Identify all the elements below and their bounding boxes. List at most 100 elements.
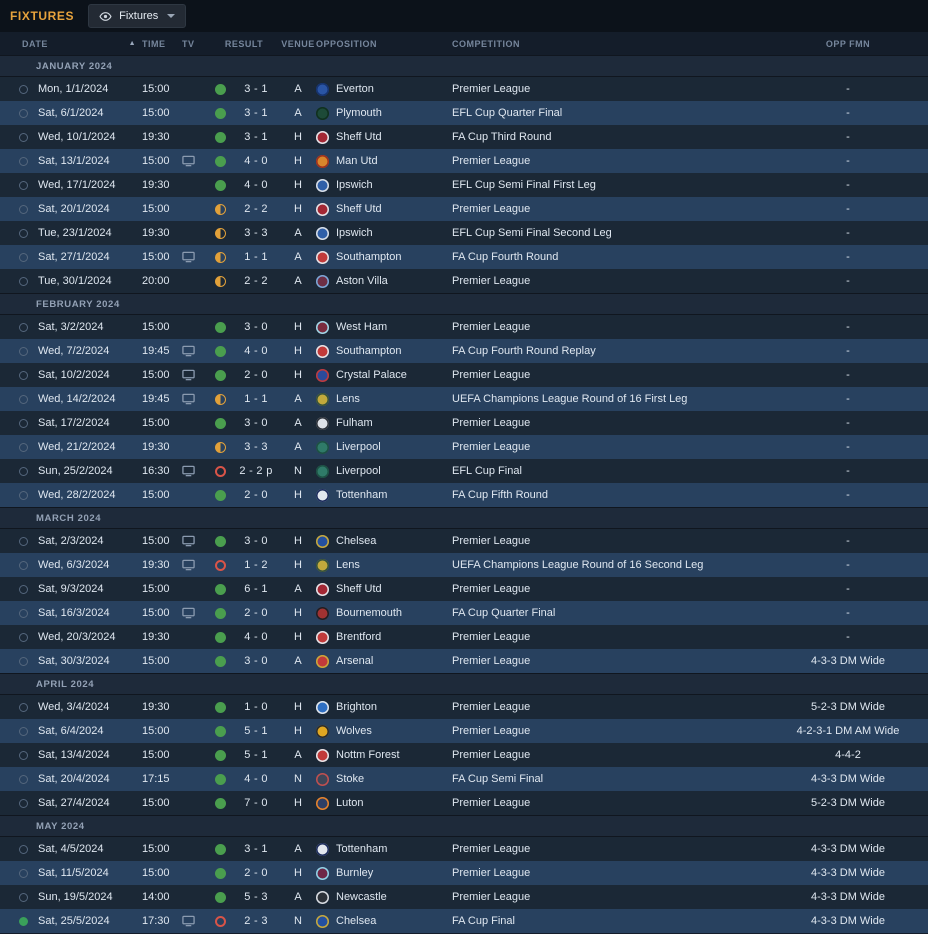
tv-cell [182, 701, 208, 713]
column-header-opposition[interactable]: OPPOSITION [316, 38, 378, 49]
opposition-cell: Lens [316, 392, 452, 406]
fixture-opposition: Liverpool [336, 441, 381, 453]
tv-cell [182, 489, 208, 501]
fixture-date: Wed, 3/4/2024 [38, 701, 110, 713]
result-indicator [214, 843, 226, 855]
fixture-row[interactable]: Sat, 25/5/2024 17:30 2 - 3 N Chelsea FA … [0, 909, 928, 933]
fixture-row[interactable]: Sat, 6/4/2024 15:00 5 - 1 H Wolves Premi… [0, 719, 928, 743]
fixture-result: 4 - 0 [244, 179, 268, 191]
result-indicator-cell [208, 155, 232, 167]
fixture-opposition: Tottenham [336, 843, 388, 855]
tv-icon [182, 393, 195, 405]
club-badge [316, 654, 329, 668]
fixture-row[interactable]: Sat, 11/5/2024 15:00 2 - 0 H Burnley Pre… [0, 861, 928, 885]
fixture-row[interactable]: Sat, 9/3/2024 15:00 6 - 1 A Sheff Utd Pr… [0, 577, 928, 601]
result-indicator [214, 773, 226, 785]
column-header-tv[interactable]: TV [182, 38, 195, 49]
fixture-opp-fmn: - [846, 441, 850, 453]
fixture-date: Wed, 21/2/2024 [38, 441, 116, 453]
match-status-cell [8, 632, 38, 642]
tv-cell [182, 107, 208, 119]
club-badge [316, 488, 329, 502]
fixture-row[interactable]: Wed, 17/1/2024 19:30 4 - 0 H Ipswich EFL… [0, 173, 928, 197]
fixture-row[interactable]: Wed, 7/2/2024 19:45 4 - 0 H Southampton … [0, 339, 928, 363]
fixture-venue: H [294, 369, 302, 381]
fixture-competition: Premier League [452, 203, 531, 215]
result-indicator-cell [208, 797, 232, 809]
fixture-row[interactable]: Sun, 25/2/2024 16:30 2 - 2 p N Liverpool… [0, 459, 928, 483]
match-status-cell [8, 584, 38, 594]
fixture-row[interactable]: Sat, 13/4/2024 15:00 5 - 1 A Nottm Fores… [0, 743, 928, 767]
fixture-row[interactable]: Sat, 13/1/2024 15:00 4 - 0 H Man Utd Pre… [0, 149, 928, 173]
tv-cell [182, 83, 208, 95]
fixture-result: 2 - 2 [244, 275, 268, 287]
fixtures-view-button[interactable]: Fixtures [88, 4, 187, 28]
result-indicator [214, 607, 226, 619]
tv-cell [182, 203, 208, 215]
fixture-row[interactable]: Wed, 6/3/2024 19:30 1 - 2 H Lens UEFA Ch… [0, 553, 928, 577]
fixture-row[interactable]: Sat, 6/1/2024 15:00 3 - 1 A Plymouth EFL… [0, 101, 928, 125]
fixture-row[interactable]: Sat, 10/2/2024 15:00 2 - 0 H Crystal Pal… [0, 363, 928, 387]
fixture-date: Sat, 16/3/2024 [38, 607, 110, 619]
column-header-result[interactable]: RESULT [224, 38, 264, 49]
match-status-cell [8, 204, 38, 214]
fixture-row[interactable]: Sat, 20/1/2024 15:00 2 - 2 H Sheff Utd P… [0, 197, 928, 221]
fixture-opposition: Southampton [336, 345, 402, 357]
result-indicator [214, 251, 226, 263]
opposition-cell: Southampton [316, 250, 452, 264]
fixture-opp-fmn: - [846, 607, 850, 619]
fixture-row[interactable]: Wed, 28/2/2024 15:00 2 - 0 H Tottenham F… [0, 483, 928, 507]
result-indicator-cell [208, 535, 232, 547]
fixture-row[interactable]: Wed, 21/2/2024 19:30 3 - 3 A Liverpool P… [0, 435, 928, 459]
fixture-date: Tue, 23/1/2024 [38, 227, 112, 239]
column-header-time[interactable]: TIME [142, 38, 166, 49]
fixture-venue: N [294, 773, 302, 785]
fixture-row[interactable]: Sat, 30/3/2024 15:00 3 - 0 A Arsenal Pre… [0, 649, 928, 673]
fixture-opposition: Tottenham [336, 489, 388, 501]
fixture-time: 15:00 [142, 797, 170, 809]
fixture-row[interactable]: Sat, 4/5/2024 15:00 3 - 1 A Tottenham Pr… [0, 837, 928, 861]
result-indicator [214, 179, 226, 191]
fixture-competition: EFL Cup Quarter Final [452, 107, 563, 119]
fixture-row[interactable]: Sat, 3/2/2024 15:00 3 - 0 H West Ham Pre… [0, 315, 928, 339]
fixture-row[interactable]: Sat, 20/4/2024 17:15 4 - 0 N Stoke FA Cu… [0, 767, 928, 791]
tv-icon [182, 915, 195, 927]
match-played-icon [18, 466, 28, 476]
tv-cell [182, 131, 208, 143]
fixture-row[interactable]: Sat, 2/3/2024 15:00 3 - 0 H Chelsea Prem… [0, 529, 928, 553]
column-header-competition[interactable]: COMPETITION [452, 38, 520, 49]
match-status-cell [8, 868, 38, 878]
tv-cell [182, 535, 208, 547]
column-header-venue[interactable]: VENUE [281, 38, 315, 49]
fixture-date: Sat, 3/2/2024 [38, 321, 104, 333]
result-indicator-cell [208, 107, 232, 119]
result-indicator-cell [208, 321, 232, 333]
fixture-row[interactable]: Wed, 20/3/2024 19:30 4 - 0 H Brentford P… [0, 625, 928, 649]
fixture-row[interactable]: Mon, 1/1/2024 15:00 3 - 1 A Everton Prem… [0, 77, 928, 101]
fixture-row[interactable]: Wed, 10/1/2024 19:30 3 - 1 H Sheff Utd F… [0, 125, 928, 149]
fixture-competition: FA Cup Quarter Final [452, 607, 556, 619]
result-indicator [214, 107, 226, 119]
fixture-row[interactable]: Sat, 17/2/2024 15:00 3 - 0 A Fulham Prem… [0, 411, 928, 435]
match-status-cell [8, 844, 38, 854]
fixture-row[interactable]: Tue, 30/1/2024 20:00 2 - 2 A Aston Villa… [0, 269, 928, 293]
fixture-opposition: Southampton [336, 251, 402, 263]
opposition-cell: Ipswich [316, 178, 452, 192]
fixture-row[interactable]: Tue, 23/1/2024 19:30 3 - 3 A Ipswich EFL… [0, 221, 928, 245]
fixture-row[interactable]: Sat, 27/1/2024 15:00 1 - 1 A Southampton… [0, 245, 928, 269]
fixture-result: 2 - 3 [244, 915, 268, 927]
column-header-opp-fmn[interactable]: OPP FMN [825, 38, 871, 49]
fixture-time: 15:00 [142, 417, 170, 429]
fixture-row[interactable]: Sat, 27/4/2024 15:00 7 - 0 H Luton Premi… [0, 791, 928, 815]
fixture-row[interactable]: Wed, 14/2/2024 19:45 1 - 1 A Lens UEFA C… [0, 387, 928, 411]
match-played-icon [18, 442, 28, 452]
fixture-opp-fmn: 4-3-3 DM Wide [811, 891, 885, 903]
fixture-row[interactable]: Wed, 3/4/2024 19:30 1 - 0 H Brighton Pre… [0, 695, 928, 719]
fixture-time: 17:15 [142, 773, 170, 785]
fixture-result: 2 - 2 [244, 203, 268, 215]
fixture-row[interactable]: Sat, 16/3/2024 15:00 2 - 0 H Bournemouth… [0, 601, 928, 625]
fixture-row[interactable]: Sun, 19/5/2024 14:00 5 - 3 A Newcastle P… [0, 885, 928, 909]
fixture-result: 1 - 2 [244, 559, 268, 571]
column-header-date[interactable]: DATE ▲ [22, 38, 136, 49]
fixture-opposition: Newcastle [336, 891, 387, 903]
